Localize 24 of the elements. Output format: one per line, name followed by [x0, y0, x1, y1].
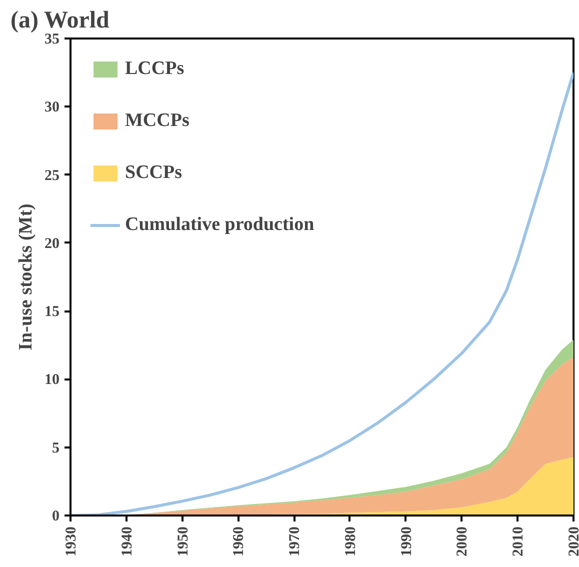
y-tick-label: 30 [44, 100, 60, 116]
x-tick-label: 2000 [454, 526, 471, 556]
x-tick-label: 1970 [287, 526, 304, 556]
x-tick-label: 1950 [175, 526, 192, 556]
x-tick-label: 1930 [64, 526, 80, 556]
y-tick-label: 15 [44, 304, 60, 320]
x-tick-label: 2010 [510, 526, 527, 556]
x-tick-label: 1980 [342, 526, 359, 556]
y-tick-label: 0 [52, 508, 60, 524]
y-tick-label: 35 [44, 32, 60, 48]
y-tick-label: 10 [44, 372, 60, 388]
y-tick-label: 5 [52, 440, 60, 456]
legend-label: MCCPs [125, 110, 190, 132]
y-tick-label: 20 [44, 236, 60, 252]
legend-label: Cumulative production [125, 214, 314, 236]
chart-title: (a) World [10, 8, 110, 34]
x-tick-label: 1990 [398, 526, 415, 556]
x-tick-label: 1960 [231, 526, 248, 556]
y-axis-title: In-use stocks (Mt) [16, 204, 36, 350]
y-tick-label: 25 [44, 168, 60, 184]
legend-label: LCCPs [125, 58, 184, 80]
x-tick-label: 2020 [566, 526, 579, 556]
x-tick-label: 1940 [119, 526, 136, 556]
legend-label: SCCPs [125, 162, 182, 184]
